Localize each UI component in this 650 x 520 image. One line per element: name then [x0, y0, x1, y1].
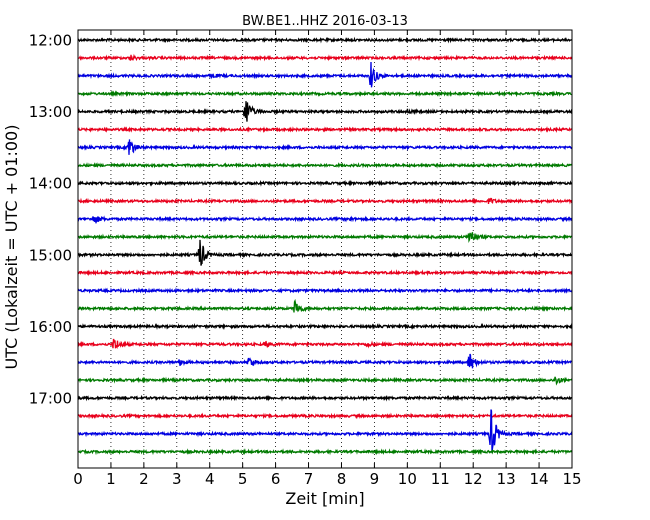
x-tick-label: 7	[304, 470, 314, 488]
trace-1600	[77, 322, 573, 331]
x-tick-label: 0	[73, 470, 83, 488]
seismogram-traces	[77, 36, 573, 456]
x-tick-label: 4	[205, 470, 215, 488]
x-axis-label: Zeit [min]	[285, 489, 364, 508]
trace-1645	[77, 376, 573, 386]
x-tick-label: 2	[139, 470, 149, 488]
y-tick-label: 15:00	[29, 246, 72, 264]
axis-ticks	[77, 30, 573, 468]
x-tick-label: 8	[337, 470, 347, 488]
trace-1445	[77, 231, 573, 243]
y-tick-label: 14:00	[29, 175, 72, 193]
x-tick-label: 3	[172, 470, 182, 488]
trace-1315	[77, 125, 573, 134]
x-tick-label: 12	[464, 470, 483, 488]
x-tick-label: 13	[497, 470, 516, 488]
trace-1300	[77, 101, 573, 122]
plot-frame	[77, 29, 573, 469]
trace-1215	[77, 53, 573, 62]
x-tick-label: 10	[398, 470, 417, 488]
x-tick-label: 14	[530, 470, 549, 488]
trace-1245	[77, 90, 573, 98]
y-axis-label: UTC (Lokalzeit = UTC + 01:00)	[2, 125, 21, 370]
trace-1430	[77, 215, 573, 224]
trace-1415	[77, 197, 573, 205]
trace-1400	[77, 179, 573, 187]
plot-area	[78, 30, 572, 468]
chart-title: BW.BE1..HHZ 2016-03-13	[242, 14, 408, 29]
x-tick-labels: 0 1 2 3 4 5 6 7 8 9 10 11 12 13 14 15	[73, 470, 581, 488]
y-tick-label: 13:00	[29, 103, 72, 121]
trace-1700	[77, 394, 573, 402]
trace-1200	[77, 36, 573, 44]
x-tick-label: 9	[370, 470, 380, 488]
trace-1715	[77, 412, 573, 420]
trace-1630	[77, 353, 573, 369]
trace-1500	[77, 239, 573, 266]
trace-1330	[77, 139, 573, 155]
trace-1230	[77, 61, 573, 88]
y-tick-label: 16:00	[29, 318, 72, 336]
trace-1730	[77, 409, 573, 453]
trace-1545	[77, 298, 573, 313]
trace-1615	[77, 338, 573, 349]
trace-1515	[77, 269, 573, 277]
y-tick-label: 12:00	[29, 32, 72, 50]
x-tick-label: 15	[562, 470, 581, 488]
trace-1745	[77, 448, 573, 456]
x-tick-label: 1	[106, 470, 116, 488]
trace-1530	[77, 287, 573, 295]
trace-1345	[77, 161, 573, 169]
x-tick-label: 6	[271, 470, 281, 488]
x-tick-label: 5	[238, 470, 248, 488]
y-tick-label: 17:00	[29, 390, 72, 408]
y-tick-labels: 12:00 13:00 14:00 15:00 16:00 17:00	[29, 32, 72, 408]
x-tick-label: 11	[431, 470, 450, 488]
